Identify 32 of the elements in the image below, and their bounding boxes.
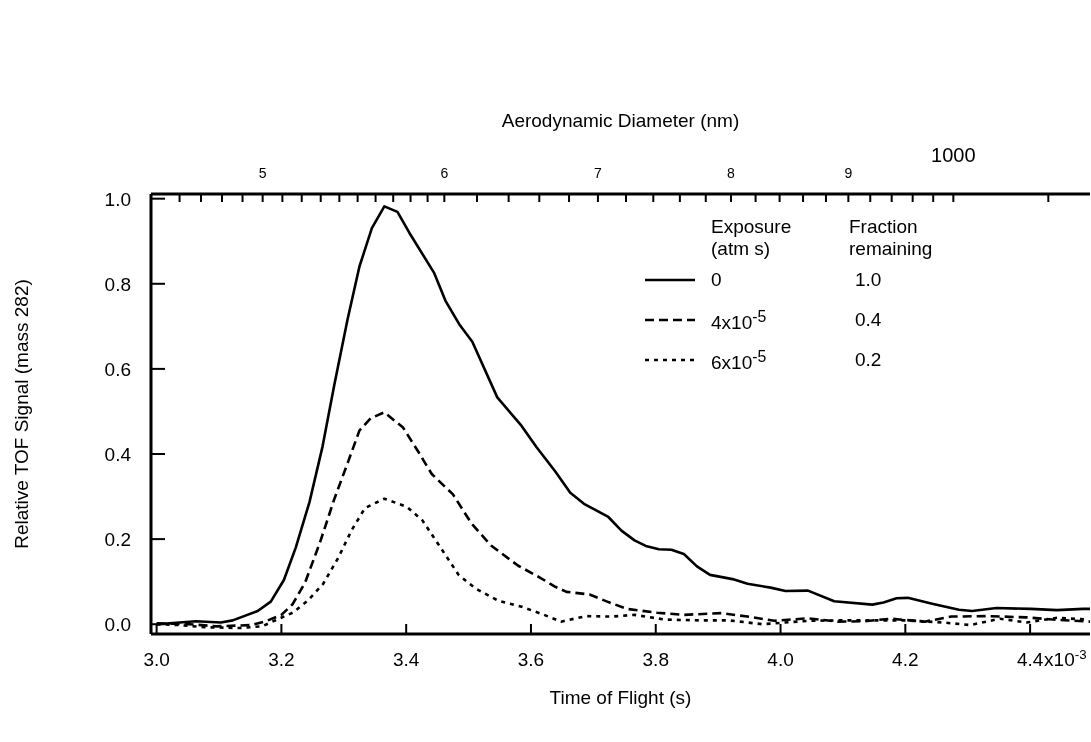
y-tick-label: 0.8 [104,273,131,295]
x2-tick-label: 8 [727,165,736,181]
x-tick-label: 3.8 [642,649,669,670]
x2-tick-label: 9 [844,165,853,181]
x-tick-label: 4.4 [1016,649,1044,670]
x2-tick-label: 7 [594,165,603,181]
x-tick-label: 4.0 [767,649,794,670]
legend-label: 0 [711,269,722,290]
y-tick-label: 0.6 [104,358,131,380]
annotation: 0.4 [855,309,882,330]
x-tick-label: 3.4 [392,649,420,670]
legend-title: Exposure (atm s) [711,216,792,259]
y-tick-label: 0.4 [104,444,132,465]
y-axis-title: Relative TOF Signal (mass 282) [10,279,32,549]
annotation: 0.2 [855,349,882,370]
x-tick-label: 3.2 [268,649,295,670]
y-tick-label: 0.0 [104,614,131,636]
annotation: Fraction remaining [849,216,933,259]
legend-label: 4x10$^{-5}$ [711,307,767,334]
annotation: 1.0 [855,269,882,290]
x-tick-label: 3.0 [143,649,170,670]
x2-tick-label: 5 [258,165,267,181]
x2-tick-label: 6 [440,165,449,181]
legend-label: 6x10$^{-5}$ [711,347,767,374]
x-tick-label: 4.2 [892,649,919,670]
x2-axis-title: Aerodynamic Diameter (nm) [501,110,740,132]
text: 1000 [931,144,976,166]
x-tick-label: 3.6 [517,649,545,670]
y-tick-label: 1.0 [104,188,131,210]
x-axis-title: Time of Flight (s) [549,687,692,708]
text: x10$^{-3}$ [1044,646,1087,670]
y-tick-label: 0.2 [104,529,131,551]
